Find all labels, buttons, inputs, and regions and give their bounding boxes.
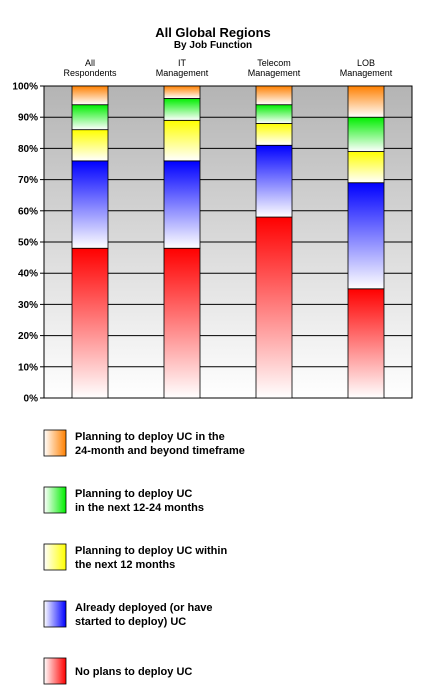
legend-swatch — [43, 657, 67, 685]
category-label: IT — [178, 58, 187, 68]
y-tick-label: 80% — [18, 144, 38, 155]
chart-subtitle: By Job Function — [174, 40, 252, 51]
legend-swatch — [43, 429, 67, 457]
bar-segment — [163, 160, 201, 249]
x-axis: AllRespondentsITManagementTelecomManagem… — [63, 58, 392, 78]
chart-title: All Global Regions — [155, 25, 271, 40]
legend-label: the next 12 months — [75, 559, 175, 571]
legend-label: Planning to deploy UC within — [75, 545, 227, 557]
bar-segment — [71, 85, 109, 106]
legend-swatch — [43, 543, 67, 571]
bar-segment — [255, 85, 293, 106]
bar-segment — [347, 182, 385, 290]
y-tick-label: 30% — [18, 300, 38, 311]
bar-segment — [163, 85, 201, 99]
bar-segment — [255, 144, 293, 218]
category-label: LOB — [357, 58, 375, 68]
y-tick-label: 0% — [24, 394, 39, 405]
bar-segment — [255, 216, 293, 399]
category-label: Respondents — [63, 68, 117, 78]
bar-segment — [71, 160, 109, 249]
y-tick-label: 40% — [18, 269, 38, 280]
category-label: Management — [156, 68, 209, 78]
legend-label: No plans to deploy UC — [75, 666, 192, 678]
y-tick-label: 100% — [12, 82, 38, 93]
bar-segment — [347, 288, 385, 399]
bar-segment — [71, 129, 109, 162]
y-axis: 0% 10% 20% 30% 40% 50% 60% 70% 80% 90% 100% — [12, 82, 44, 405]
bar-segment — [163, 119, 201, 162]
category-label: All — [85, 58, 95, 68]
bars — [71, 85, 385, 399]
category-label: Management — [340, 68, 393, 78]
bar-segment — [347, 151, 385, 184]
bar-segment — [163, 98, 201, 121]
legend-label: Already deployed (or have — [75, 602, 213, 614]
bar-segment — [255, 104, 293, 124]
legend-label: 24-month and beyond timeframe — [75, 445, 245, 457]
category-label: Telecom — [257, 58, 291, 68]
bar-segment — [71, 247, 109, 399]
legend-swatch — [43, 486, 67, 514]
legend-label: Planning to deploy UC in the — [75, 431, 225, 443]
bar-segment — [347, 85, 385, 118]
legend: Planning to deploy UC in the 24-month and… — [43, 429, 245, 685]
y-tick-label: 20% — [18, 331, 38, 342]
bar-segment — [255, 123, 293, 146]
bar-segment — [71, 104, 109, 131]
y-tick-label: 70% — [18, 175, 38, 186]
bar-segment — [347, 116, 385, 152]
y-tick-label: 10% — [18, 362, 38, 373]
legend-label: in the next 12-24 months — [75, 502, 204, 514]
y-tick-label: 90% — [18, 113, 38, 124]
category-label: Management — [248, 68, 301, 78]
bar-segment — [163, 247, 201, 399]
legend-swatch — [43, 600, 67, 628]
legend-label: Planning to deploy UC — [75, 488, 192, 500]
legend-label: started to deploy) UC — [75, 616, 186, 628]
y-tick-label: 50% — [18, 238, 38, 249]
y-tick-label: 60% — [18, 206, 38, 217]
